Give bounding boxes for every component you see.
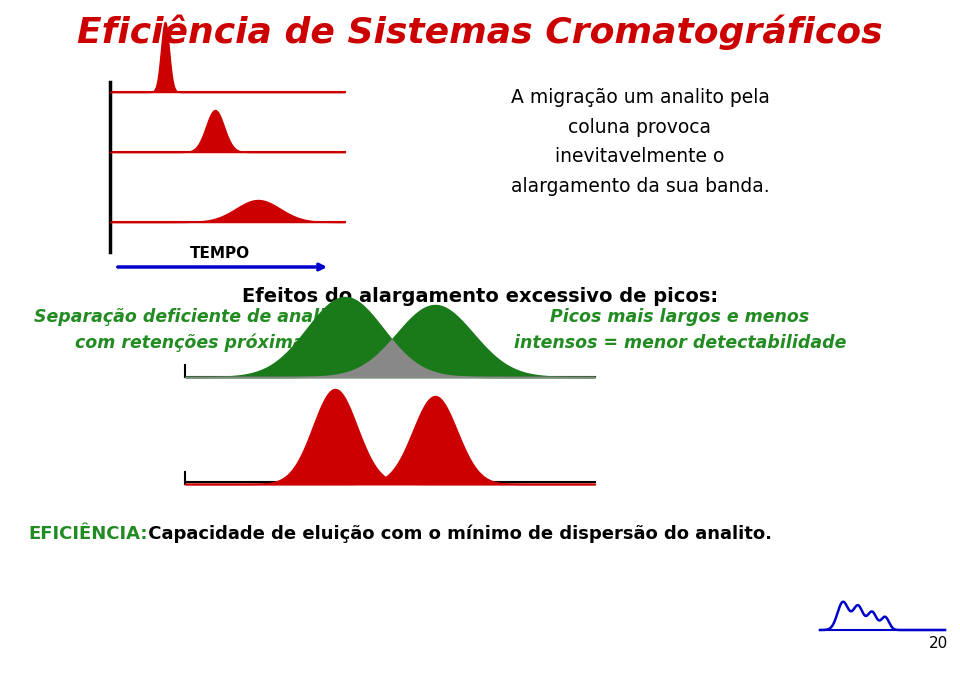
Text: Efeitos do alargamento excessivo de picos:: Efeitos do alargamento excessivo de pico… [242, 288, 718, 306]
Text: 20: 20 [928, 636, 948, 651]
Text: A migração um analito pela
coluna provoca
inevitavelmente o
alargamento da sua b: A migração um analito pela coluna provoc… [511, 88, 769, 196]
Text: Picos mais largos e menos
intensos = menor detectabilidade: Picos mais largos e menos intensos = men… [514, 308, 846, 351]
Text: Eficiência de Sistemas Cromatográficos: Eficiência de Sistemas Cromatográficos [77, 14, 883, 50]
Text: Capacidade de eluição com o mínimo de dispersão do analito.: Capacidade de eluição com o mínimo de di… [142, 524, 772, 544]
Text: Separação deficiente de analitos
com retenções próximas: Separação deficiente de analitos com ret… [35, 308, 356, 352]
Text: EFICIÊNCIA:: EFICIÊNCIA: [28, 525, 148, 543]
Text: TEMPO: TEMPO [190, 246, 251, 261]
